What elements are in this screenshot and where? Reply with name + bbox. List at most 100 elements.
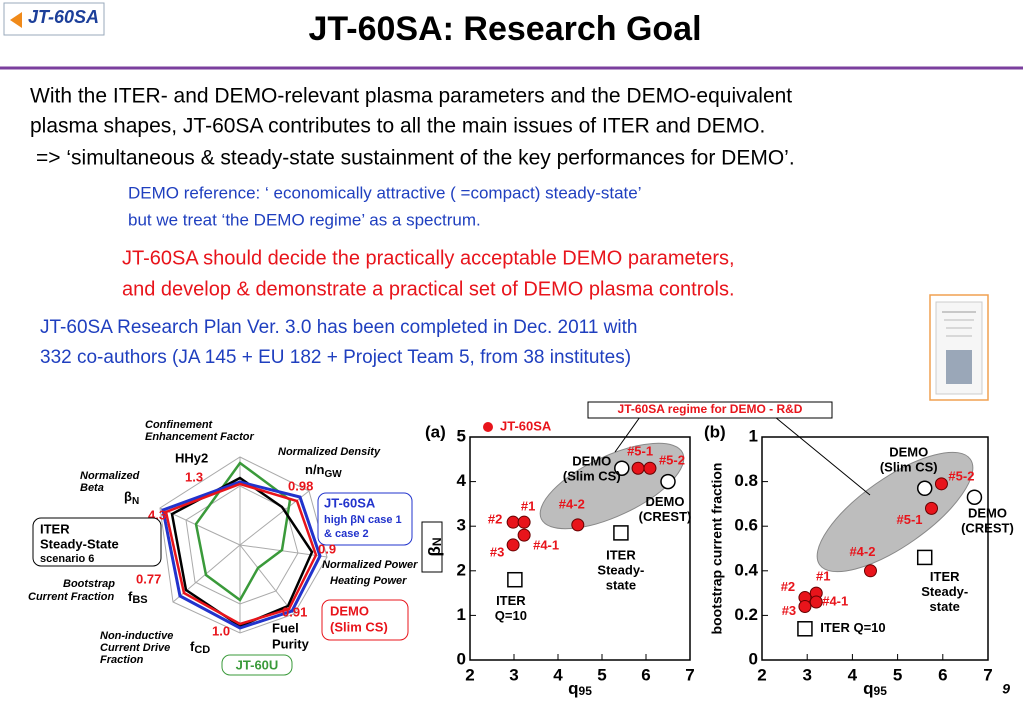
callout-line	[614, 416, 641, 453]
radar-axis-label: Purity	[272, 636, 310, 651]
reference-label: ITER	[606, 547, 636, 562]
data-point	[506, 538, 520, 552]
reference-point	[507, 571, 523, 588]
data-point	[506, 515, 520, 529]
page-number: 9	[1002, 681, 1010, 697]
radar-axis-title: Normalized Power	[322, 559, 418, 571]
reference-point	[916, 480, 933, 497]
y-tick-label: 3	[457, 516, 466, 535]
label-sub: 95	[874, 684, 888, 698]
reference-point	[614, 460, 630, 476]
title: JT-60SA: Research Goal	[308, 10, 701, 48]
y-tick-label: 5	[457, 426, 466, 445]
y-tick-label: 0	[457, 649, 466, 668]
point-label: #4-1	[533, 538, 559, 553]
point-label: #5-1	[896, 512, 922, 527]
paragraph: => ‘simultaneous & steady-state sustainm…	[36, 147, 795, 170]
legend-label: JT-60SA	[500, 418, 552, 433]
reference-label: DEMO	[646, 494, 685, 509]
data-point	[517, 515, 531, 529]
reference-label: (CREST)	[961, 521, 1014, 536]
reference-label: (CREST)	[639, 509, 692, 524]
reference-label: DEMO	[968, 506, 1007, 521]
reference-label: (Slim CS)	[880, 460, 938, 475]
reference-label: ITER	[930, 569, 960, 584]
radar-axis-title: Non-inductive	[100, 630, 173, 642]
paragraph: With the ITER- and DEMO-relevant plasma …	[30, 85, 792, 108]
radar-axis-title: Bootstrap	[63, 578, 115, 590]
legend-text: Steady-State	[40, 536, 119, 551]
label-main: f	[128, 589, 133, 604]
callout-line	[774, 416, 871, 496]
point-label: #4-2	[849, 544, 875, 559]
reference-label: ITER Q=10	[820, 620, 885, 635]
x-tick-label: 6	[641, 665, 650, 684]
y-label-box	[421, 521, 443, 573]
label-sub: BS	[132, 594, 147, 606]
data-point	[798, 599, 812, 613]
point-label: #3	[490, 544, 504, 559]
radar-axis-title: Current Drive	[100, 642, 170, 654]
reference-label: Q=10	[495, 608, 527, 623]
point-label: #3	[782, 603, 796, 618]
radar-axis-label: fBS	[128, 589, 148, 605]
x-tick-label: 4	[848, 665, 858, 684]
point-label: #4-1	[822, 593, 848, 608]
label-sub: N	[132, 496, 139, 507]
x-tick-label: 2	[757, 665, 766, 684]
point-label: #2	[488, 512, 502, 527]
data-point	[631, 461, 645, 475]
data-point	[809, 595, 823, 609]
y-tick-label: 4	[457, 471, 467, 490]
data-point	[934, 477, 948, 491]
point-label: #2	[781, 579, 795, 594]
label-main: q	[568, 679, 578, 698]
radar-axis-title: Normalized	[80, 470, 140, 482]
radar-value: 0.98	[288, 478, 313, 493]
reference-label: Steady-	[597, 562, 644, 577]
radar-axis-title: Current Fraction	[28, 591, 114, 603]
legend-text: high βN case 1	[324, 514, 402, 526]
x-tick-label: 2	[465, 665, 474, 684]
label-sub: 95	[579, 684, 593, 698]
data-point	[925, 501, 938, 515]
reference-point	[916, 549, 933, 566]
legend-box	[317, 492, 413, 546]
plan-text: 332 co-authors (JA 145 + EU 182 + Projec…	[40, 347, 631, 368]
data-point	[643, 461, 657, 475]
y-tick-label: 1	[749, 426, 758, 445]
label-main: β	[124, 489, 132, 504]
x-tick-label: 5	[597, 665, 606, 684]
radar-axis-label: fCD	[190, 639, 210, 655]
legend-text: JT-60U	[236, 657, 279, 672]
reference-label: ITER	[496, 593, 526, 608]
label-sub: CD	[194, 644, 210, 656]
x-tick-label: 5	[893, 665, 902, 684]
panel-label: (b)	[704, 422, 726, 441]
radar-value: 0.9	[318, 541, 336, 556]
radar-figure	[159, 456, 328, 634]
legend-box	[221, 654, 293, 676]
radar-value: 1.0	[212, 623, 230, 638]
radar-axis-title: Confinement	[145, 419, 214, 431]
paragraph: plasma shapes, JT-60SA contributes to al…	[30, 115, 765, 138]
label-main: n/n	[305, 462, 325, 477]
label-main: f	[190, 639, 195, 654]
legend-text: & case 2	[324, 528, 369, 540]
demo-reference: DEMO reference: ‘ economically attractiv…	[128, 183, 642, 202]
regime-region	[816, 451, 974, 573]
y-axis-label: bootstrap current fraction	[709, 463, 725, 635]
plot-frame	[469, 436, 691, 661]
plan-text: JT-60SA Research Plan Ver. 3.0 has been …	[40, 317, 637, 338]
reference-point	[613, 525, 629, 541]
report-thumbnail	[929, 294, 989, 401]
logo: JT-60SA	[28, 7, 99, 27]
label-sub: N	[430, 537, 444, 546]
callout-box	[587, 401, 833, 419]
legend-box	[321, 599, 409, 641]
radar-axis-title: Heating Power	[330, 575, 407, 587]
reference-label: (Slim CS)	[563, 469, 621, 484]
radar-axis-title: Fraction	[100, 654, 144, 666]
x-axis-label: q95	[863, 679, 887, 698]
